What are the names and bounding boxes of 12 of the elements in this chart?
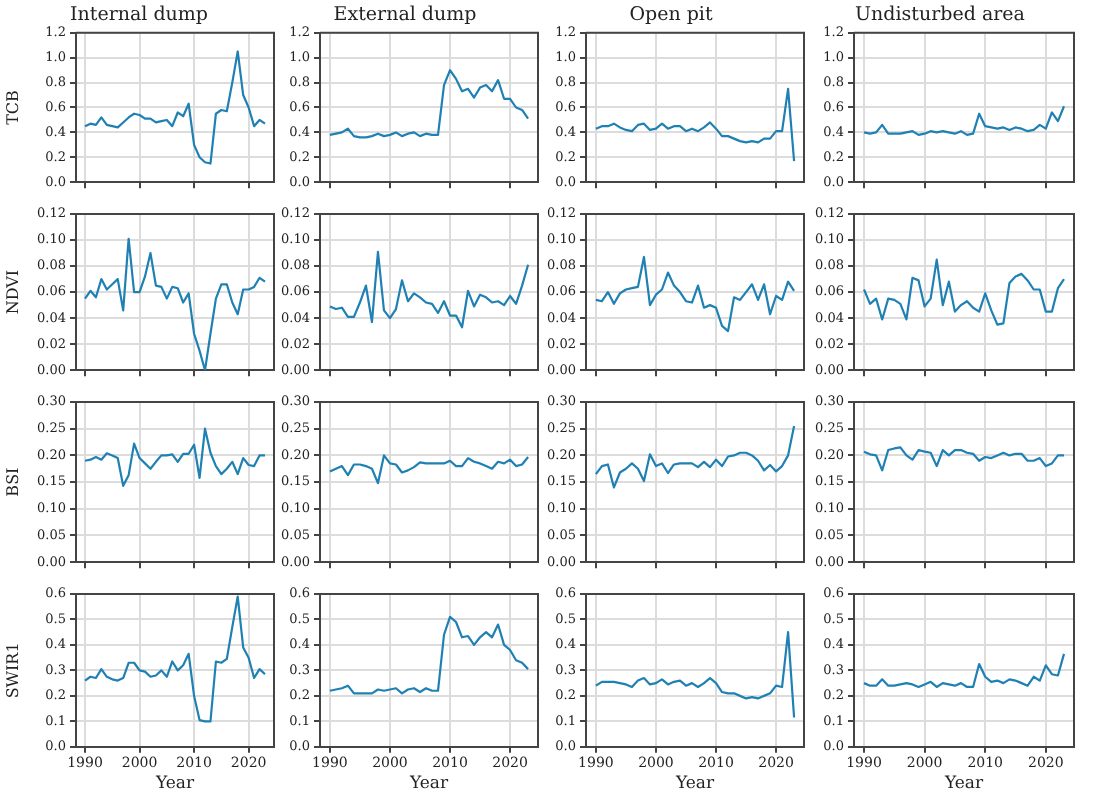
x-axis-title: Year xyxy=(942,774,985,794)
x-axis-title: Year xyxy=(407,774,450,794)
y-axis-title: SWIR1 xyxy=(3,642,22,699)
chart-title: Open pit xyxy=(629,4,713,27)
x-axis-title: Year xyxy=(153,774,196,794)
chart-title: External dump xyxy=(333,4,477,27)
chart-title: Internal dump xyxy=(70,4,208,27)
y-axis-title: NDVI xyxy=(3,269,22,315)
x-axis-title: Year xyxy=(673,774,716,794)
chart-title: Undisturbed area xyxy=(855,4,1026,27)
y-axis-title: TCB xyxy=(3,89,22,125)
y-axis-title: BSI xyxy=(3,467,22,497)
